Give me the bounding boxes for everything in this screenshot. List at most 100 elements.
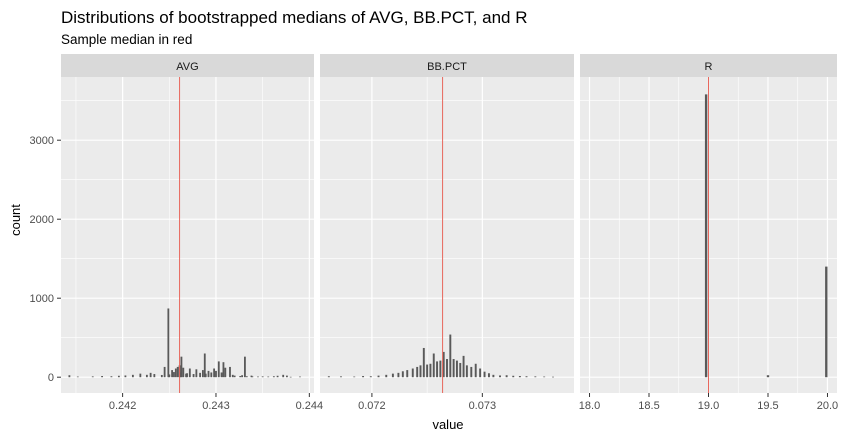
histogram-bar	[76, 376, 79, 378]
histogram-bar	[411, 368, 414, 378]
histogram-bar	[825, 266, 828, 378]
histogram-bar	[419, 365, 422, 378]
chart-title: Distributions of bootstrapped medians of…	[61, 8, 527, 27]
histogram-bar	[173, 372, 175, 378]
x-tick-label: 0.242	[109, 400, 137, 412]
histogram-bar	[401, 371, 404, 378]
histogram-bar	[353, 376, 356, 378]
histogram-bar	[422, 347, 425, 378]
histogram-bar	[543, 376, 546, 378]
histogram-bar	[217, 361, 220, 378]
histogram-bar	[201, 370, 204, 378]
histogram-bar	[487, 373, 490, 378]
histogram-bar	[160, 374, 163, 378]
histogram-bar	[213, 368, 216, 378]
histogram-bar	[101, 376, 103, 378]
histogram-bar	[534, 376, 537, 378]
histogram-bar	[442, 351, 445, 378]
histogram-bar	[385, 374, 388, 378]
histogram-bar	[369, 376, 372, 378]
histogram-bar	[257, 376, 259, 378]
histogram-bar	[704, 94, 708, 378]
histogram-bar	[229, 366, 231, 378]
histogram-bar	[203, 353, 206, 378]
histogram-bar	[261, 376, 264, 378]
y-tick-label: 1000	[30, 293, 54, 305]
histogram-bar	[250, 375, 253, 378]
histogram-bar	[207, 370, 210, 378]
facet-panel-avg: AVG 0.242 0.243 0.244	[61, 54, 323, 412]
histogram-bar	[195, 369, 198, 378]
histogram-bar	[432, 353, 435, 378]
histogram-bar	[199, 372, 202, 378]
histogram-bar	[251, 376, 254, 378]
histogram-bar	[299, 376, 301, 378]
histogram-bar	[474, 363, 477, 378]
x-tick-label: 19.5	[757, 400, 778, 412]
histogram-bar	[231, 374, 234, 378]
chart-subtitle: Sample median in red	[61, 32, 192, 47]
histogram-bar	[465, 365, 468, 378]
x-tick-label: 19.0	[698, 400, 719, 412]
histogram-bar	[286, 375, 288, 378]
histogram-bar	[149, 372, 152, 378]
histogram-bar	[185, 373, 188, 378]
histogram-bar	[446, 359, 448, 378]
histogram-bar	[167, 308, 170, 378]
facet-strip-label: AVG	[176, 61, 198, 73]
x-tick-label: 0.072	[358, 400, 386, 412]
histogram-bar	[124, 375, 127, 378]
histogram-bar	[117, 375, 120, 378]
histogram-bar	[479, 368, 482, 378]
panel-background	[61, 77, 314, 393]
histogram-bar	[436, 361, 439, 378]
histogram-bar	[455, 360, 458, 378]
histogram-bar	[492, 374, 495, 378]
histogram-bar	[153, 374, 156, 378]
x-tick-label: 0.244	[296, 400, 324, 412]
histogram-bar	[518, 376, 521, 378]
y-tick-label: 3000	[30, 135, 54, 147]
histogram-bar	[245, 376, 248, 378]
histogram-bar	[327, 376, 330, 378]
histogram-bar	[449, 334, 452, 378]
histogram-bar	[204, 373, 207, 378]
facet-strip-label: R	[705, 61, 713, 73]
histogram-bar	[397, 372, 400, 378]
histogram-bar	[222, 362, 225, 378]
histogram-bar	[233, 375, 236, 378]
histogram-bar	[512, 375, 515, 378]
y-axis: 0 1000 2000 3000	[30, 135, 61, 384]
histogram-bar	[110, 376, 113, 378]
histogram-bar	[462, 355, 465, 378]
histogram-bar	[340, 376, 342, 378]
histogram-bar	[276, 375, 279, 378]
histogram-bar	[429, 363, 432, 378]
histogram-bar	[210, 372, 213, 378]
histogram-bar	[192, 374, 195, 378]
histogram-bar	[241, 375, 244, 378]
facet-strip	[320, 54, 574, 77]
histogram-bar	[91, 376, 94, 378]
x-tick-label: 18.0	[579, 400, 600, 412]
facet-strip	[580, 54, 837, 77]
facet-strip-label: BB.PCT	[427, 61, 467, 73]
histogram-bar	[452, 359, 455, 378]
histogram-bar	[459, 362, 462, 378]
histogram-bar	[289, 376, 292, 378]
histogram-bar	[139, 373, 142, 378]
y-tick-label: 2000	[30, 214, 54, 226]
histogram-bar	[176, 366, 179, 378]
x-axis-title: value	[432, 417, 463, 432]
histogram-bar	[131, 374, 134, 378]
facet-panels: AVG 0.242 0.243 0.244 BB.PCT 0.072 0.073 R 18.0 1…	[61, 54, 838, 412]
histogram-bar	[168, 374, 171, 378]
histogram-bar	[267, 376, 270, 378]
facet-strip	[61, 54, 314, 77]
x-tick-label: 20.0	[817, 400, 838, 412]
histogram-bar	[426, 364, 429, 378]
histogram-bar	[470, 366, 473, 378]
histogram-bar	[215, 370, 217, 378]
histogram-bar	[244, 356, 246, 378]
